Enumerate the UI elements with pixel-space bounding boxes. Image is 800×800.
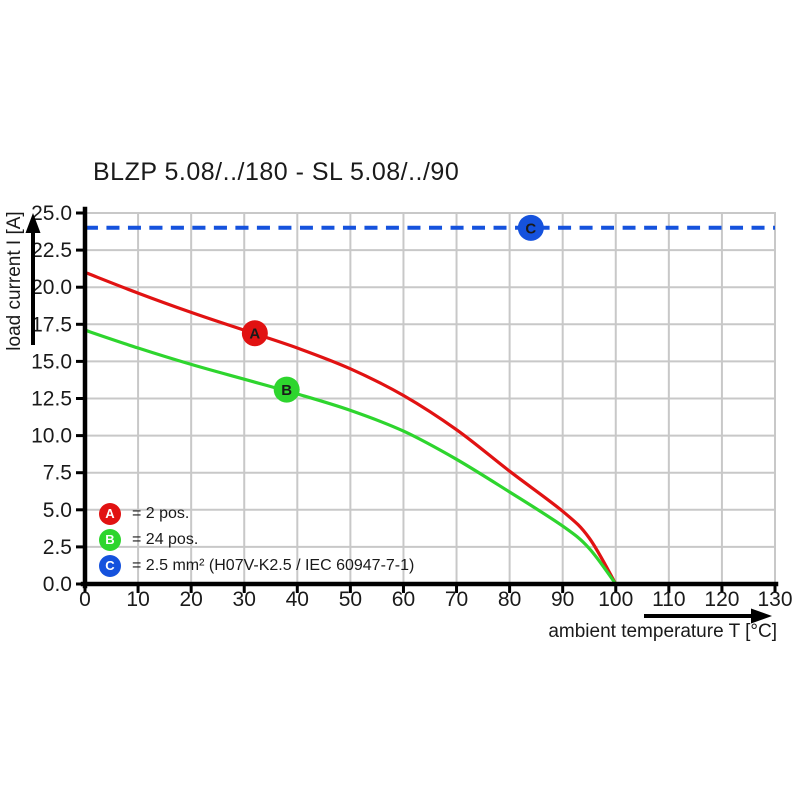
legend-item-b: B = 24 pos. — [99, 529, 414, 551]
y-tick-label: 20.0 — [31, 276, 72, 299]
y-tick-label: 0.0 — [43, 573, 72, 596]
y-tick-label: 10.0 — [31, 425, 72, 448]
marker-letter: B — [281, 382, 292, 399]
x-tick-label: 70 — [445, 588, 468, 611]
legend-marker-a-icon: A — [99, 503, 121, 525]
legend-marker-b-icon: B — [99, 529, 121, 551]
y-tick-label: 15.0 — [31, 350, 72, 373]
legend-text-c: = 2.5 mm² (H07V-K2.5 / IEC 60947-7-1) — [132, 557, 415, 574]
legend-marker-c-icon: C — [99, 555, 121, 577]
marker-a-icon — [241, 320, 268, 347]
y-axis-label: load current I [A] — [4, 211, 25, 351]
y-axis-arrow-icon — [25, 213, 41, 345]
x-tick-label: 40 — [286, 588, 309, 611]
marker-letter: A — [249, 326, 260, 343]
legend-text-b: = 24 pos. — [132, 531, 199, 548]
marker-c-icon — [517, 214, 544, 241]
legend: A = 2 pos. B = 24 pos. C = 2.5 mm² (H07V… — [99, 503, 414, 581]
x-tick-label: 80 — [498, 588, 521, 611]
x-tick-label: 30 — [233, 588, 256, 611]
curve-a — [84, 270, 618, 585]
curve-b — [84, 328, 618, 585]
y-tick-label: 7.5 — [43, 462, 72, 485]
x-tick-label: 110 — [652, 588, 685, 611]
x-axis-arrow-icon — [644, 608, 772, 624]
legend-item-c: C = 2.5 mm² (H07V-K2.5 / IEC 60947-7-1) — [99, 555, 414, 577]
curve-markers: A B C — [241, 214, 544, 403]
marker-letter: C — [525, 220, 536, 237]
y-tick-label: 22.5 — [31, 239, 72, 262]
legend-text-a: = 2 pos. — [132, 505, 190, 522]
y-tick-label: 17.5 — [31, 313, 72, 336]
x-tick-label: 60 — [392, 588, 415, 611]
tick-labels: 0.0 2.5 5.0 7.5 10.0 12.5 15.0 17.5 20.0 22.5 25.0… — [31, 202, 792, 611]
x-tick-label: 0 — [79, 588, 91, 611]
y-tick-label: 25.0 — [31, 202, 72, 225]
curves — [84, 225, 775, 585]
marker-b-icon — [273, 376, 300, 403]
legend-item-a: A = 2 pos. — [99, 503, 414, 525]
y-tick-label: 5.0 — [43, 499, 72, 522]
x-axis-label: ambient temperature T [°C] — [548, 621, 777, 642]
y-tick-label: 2.5 — [43, 536, 72, 559]
x-tick-label: 20 — [179, 588, 202, 611]
x-tick-label: 90 — [551, 588, 574, 611]
x-tick-label: 130 — [757, 588, 792, 611]
derating-chart: 0.0 2.5 5.0 7.5 10.0 12.5 15.0 17.5 20.0 22.5 25.0… — [25, 202, 793, 624]
chart-title: BLZP 5.08/../180 - SL 5.08/../90 — [93, 158, 460, 186]
grid-lines — [85, 212, 776, 584]
x-tick-label: 10 — [126, 588, 149, 611]
axis-ticks — [76, 211, 777, 593]
x-tick-label: 120 — [704, 588, 739, 611]
x-tick-label: 50 — [339, 588, 362, 611]
x-tick-label: 100 — [598, 588, 633, 611]
y-tick-label: 12.5 — [31, 388, 72, 411]
